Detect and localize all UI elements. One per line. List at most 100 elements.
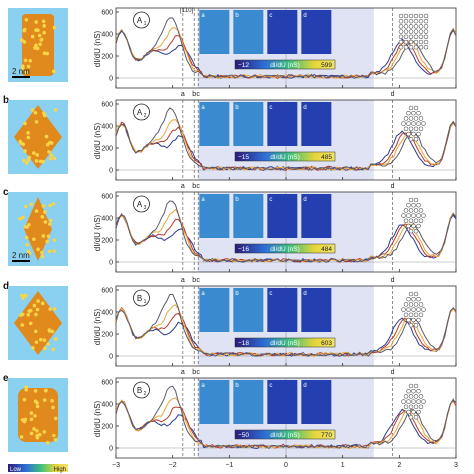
didu-map (267, 102, 298, 146)
structure-site (401, 213, 406, 218)
structure-site (406, 388, 411, 394)
y-tick-label: 400 (101, 216, 113, 223)
structure-site (398, 13, 404, 19)
structure-site (413, 29, 419, 34)
y-tick-label: 0 (109, 446, 113, 453)
structure-site (413, 208, 419, 213)
structure-site (418, 126, 424, 132)
didu-map (233, 102, 264, 146)
structure-site (423, 24, 429, 29)
molecule-dot (48, 203, 52, 208)
molecule-dot (18, 216, 22, 221)
y-tick-label: 0 (109, 354, 113, 361)
molecule-dot (49, 153, 54, 157)
y-axis-label: dI/dU (nS) (93, 122, 102, 159)
structure-site (411, 121, 416, 126)
structure-site (416, 121, 421, 126)
molecule-dot (41, 204, 46, 208)
structure-site (408, 13, 414, 19)
molecule-dot (28, 308, 33, 313)
structure-site (413, 116, 419, 121)
structure-site (413, 18, 419, 24)
molecule-dot (35, 433, 39, 438)
molecule-dot (31, 151, 36, 155)
didu-map-letter: d (303, 383, 306, 389)
colorbar-max: 770 (321, 432, 332, 439)
x-tick-label: −2 (169, 462, 177, 469)
structure-site (408, 136, 414, 142)
molecule-dot (42, 430, 47, 434)
molecule-dot (51, 347, 56, 352)
structure-site (408, 208, 414, 213)
molecule-dot (22, 419, 27, 424)
molecule-dot (51, 405, 55, 410)
spectrum-line (115, 212, 457, 263)
structure-site (413, 394, 419, 399)
spectrum-line (115, 27, 457, 80)
molecule-dot (32, 237, 36, 242)
structure-site (408, 302, 414, 307)
molecule-dot (21, 296, 25, 300)
structure-site (416, 202, 421, 208)
spectrum-line (115, 398, 457, 449)
didu-map-letter: a (201, 291, 205, 297)
spectrum-line (115, 306, 457, 357)
molecule-dot (24, 18, 29, 22)
structure-site (423, 29, 429, 34)
molecule-dot (48, 156, 53, 161)
molecule-dot (38, 159, 43, 164)
molecule-dot (45, 239, 50, 244)
molecule-dot (23, 149, 27, 153)
molecule-dot (48, 307, 52, 311)
spectrum-line (115, 293, 457, 357)
spectrum-line (115, 200, 457, 263)
didu-map (233, 380, 264, 424)
didu-map (301, 102, 332, 146)
molecule-dot (24, 387, 29, 392)
y-tick-label: 0 (109, 168, 113, 175)
didu-map (233, 194, 264, 238)
molecule-dot (34, 209, 39, 213)
molecule-dot (40, 254, 45, 259)
structure-site (411, 317, 416, 323)
molecule-dot (40, 301, 45, 306)
energy-marker-label: a (181, 369, 185, 376)
molecule-dot (42, 24, 46, 28)
structure-site (418, 44, 424, 50)
molecule-dot (34, 312, 38, 317)
structure-site (408, 383, 414, 389)
colorbar (234, 429, 336, 440)
colorbar (234, 243, 336, 254)
y-axis-label: dI/dU (nS) (93, 308, 102, 345)
structure-site (418, 218, 424, 224)
structure-site (413, 383, 419, 389)
molecule-dot (44, 134, 49, 139)
molecule-dot (23, 58, 28, 63)
structure-site (403, 218, 409, 224)
molecule-dot (22, 397, 27, 402)
molecule-dot (52, 69, 56, 74)
structure-site (403, 126, 409, 132)
molecule-dot (32, 303, 37, 308)
didu-map (199, 194, 230, 238)
molecule-dot (36, 299, 40, 303)
molecule-dot (24, 70, 28, 74)
energy-marker-label: b (192, 369, 196, 376)
structure-site (408, 312, 414, 318)
energy-marker-label: d (391, 369, 395, 376)
molecule-dot (26, 249, 31, 254)
spectrum-line (115, 120, 457, 172)
spectrum-line (115, 212, 457, 263)
structure-site (408, 24, 414, 29)
structure-site (413, 218, 419, 224)
molecule-dot (24, 204, 28, 209)
structure-site (403, 394, 409, 399)
energy-marker-label: c (196, 369, 200, 376)
colorbar-min: −15 (238, 154, 249, 161)
molecule-dot (26, 64, 31, 69)
structure-site (406, 202, 411, 208)
energy-marker-label: b (192, 183, 196, 190)
structure-site (413, 197, 419, 203)
